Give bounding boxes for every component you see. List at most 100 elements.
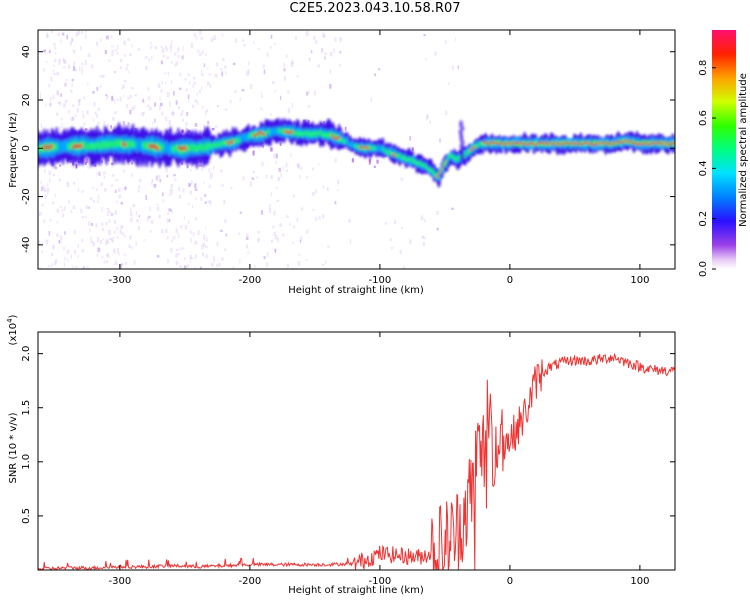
noise-speck xyxy=(81,70,83,76)
noise-speck xyxy=(56,208,60,213)
noise-speck xyxy=(261,95,263,98)
noise-speck xyxy=(46,34,49,39)
noise-speck xyxy=(257,238,260,243)
noise-speck xyxy=(75,32,78,37)
noise-speck xyxy=(85,162,87,165)
noise-speck xyxy=(129,94,132,99)
noise-speck xyxy=(273,210,276,216)
noise-speck xyxy=(339,37,342,42)
noise-speck xyxy=(111,240,114,243)
noise-speck xyxy=(108,237,112,241)
noise-speck xyxy=(70,210,73,213)
noise-speck xyxy=(38,240,40,245)
noise-speck xyxy=(241,39,245,42)
noise-speck xyxy=(72,116,75,122)
noise-speck xyxy=(54,46,57,50)
noise-speck xyxy=(62,32,65,36)
noise-speck xyxy=(179,72,182,77)
noise-speck xyxy=(186,112,188,116)
noise-speck xyxy=(265,175,268,179)
noise-speck xyxy=(80,46,82,51)
noise-speck xyxy=(373,165,376,168)
noise-speck xyxy=(110,125,112,129)
noise-speck xyxy=(238,232,241,235)
noise-speck xyxy=(287,90,290,94)
noise-speck xyxy=(266,262,269,268)
noise-speck xyxy=(189,255,192,259)
noise-speck xyxy=(225,233,227,237)
noise-speck xyxy=(190,169,192,172)
noise-speck xyxy=(191,180,193,185)
noise-speck xyxy=(149,230,153,233)
noise-speck xyxy=(151,56,153,61)
snr-series-line xyxy=(38,352,675,570)
noise-speck xyxy=(239,97,241,102)
noise-speck xyxy=(119,58,123,62)
noise-speck xyxy=(162,199,164,203)
noise-speck xyxy=(159,105,161,110)
noise-speck xyxy=(101,222,104,226)
noise-speck xyxy=(266,252,269,258)
noise-speck xyxy=(204,194,207,197)
noise-speck xyxy=(203,238,205,242)
noise-speck xyxy=(53,72,56,76)
noise-speck xyxy=(262,64,265,68)
noise-speck xyxy=(286,215,289,218)
noise-speck xyxy=(43,67,45,73)
noise-speck xyxy=(79,66,81,72)
noise-speck xyxy=(66,181,69,184)
noise-speck xyxy=(457,65,459,70)
noise-speck xyxy=(202,242,206,247)
noise-speck xyxy=(200,196,203,201)
noise-speck xyxy=(72,205,76,210)
noise-speck xyxy=(189,190,192,195)
noise-speck xyxy=(57,91,59,96)
noise-speck xyxy=(451,65,454,70)
noise-speck xyxy=(87,166,89,169)
noise-speck xyxy=(205,53,207,56)
noise-speck xyxy=(285,162,288,168)
noise-speck xyxy=(270,192,273,197)
noise-speck xyxy=(95,223,98,228)
noise-speck xyxy=(128,244,131,248)
spectrogram-y-label: Frequency (Hz) xyxy=(8,112,19,188)
noise-speck xyxy=(104,188,107,192)
noise-speck xyxy=(95,41,99,46)
noise-speck xyxy=(177,233,180,239)
noise-speck xyxy=(298,253,301,257)
noise-speck xyxy=(104,50,107,54)
noise-speck xyxy=(78,98,81,102)
noise-speck xyxy=(269,204,271,210)
noise-speck xyxy=(52,69,54,72)
noise-speck xyxy=(77,30,81,35)
noise-speck xyxy=(232,62,236,66)
noise-speck xyxy=(182,187,185,193)
noise-speck xyxy=(124,261,127,266)
noise-speck xyxy=(257,230,261,234)
noise-speck xyxy=(166,92,170,98)
noise-speck xyxy=(274,89,276,93)
noise-speck xyxy=(122,84,125,89)
noise-speck xyxy=(111,53,114,57)
noise-speck xyxy=(423,236,426,240)
x-tick-label: 100 xyxy=(630,576,649,587)
noise-speck xyxy=(118,253,120,256)
y-tick-label: 1.5 xyxy=(21,400,32,416)
noise-speck xyxy=(161,81,164,85)
noise-speck xyxy=(54,259,58,263)
noise-speck xyxy=(130,217,133,223)
noise-speck xyxy=(306,229,309,234)
noise-speck xyxy=(111,96,113,101)
noise-speck xyxy=(171,239,173,242)
noise-speck xyxy=(168,208,171,212)
noise-speck xyxy=(190,237,192,243)
noise-speck xyxy=(394,219,397,225)
noise-speck xyxy=(183,265,187,269)
noise-speck xyxy=(262,145,264,148)
noise-speck xyxy=(41,186,43,191)
noise-speck xyxy=(318,163,320,166)
noise-speck xyxy=(161,111,164,116)
noise-speck xyxy=(425,57,427,61)
noise-speck xyxy=(44,189,47,192)
